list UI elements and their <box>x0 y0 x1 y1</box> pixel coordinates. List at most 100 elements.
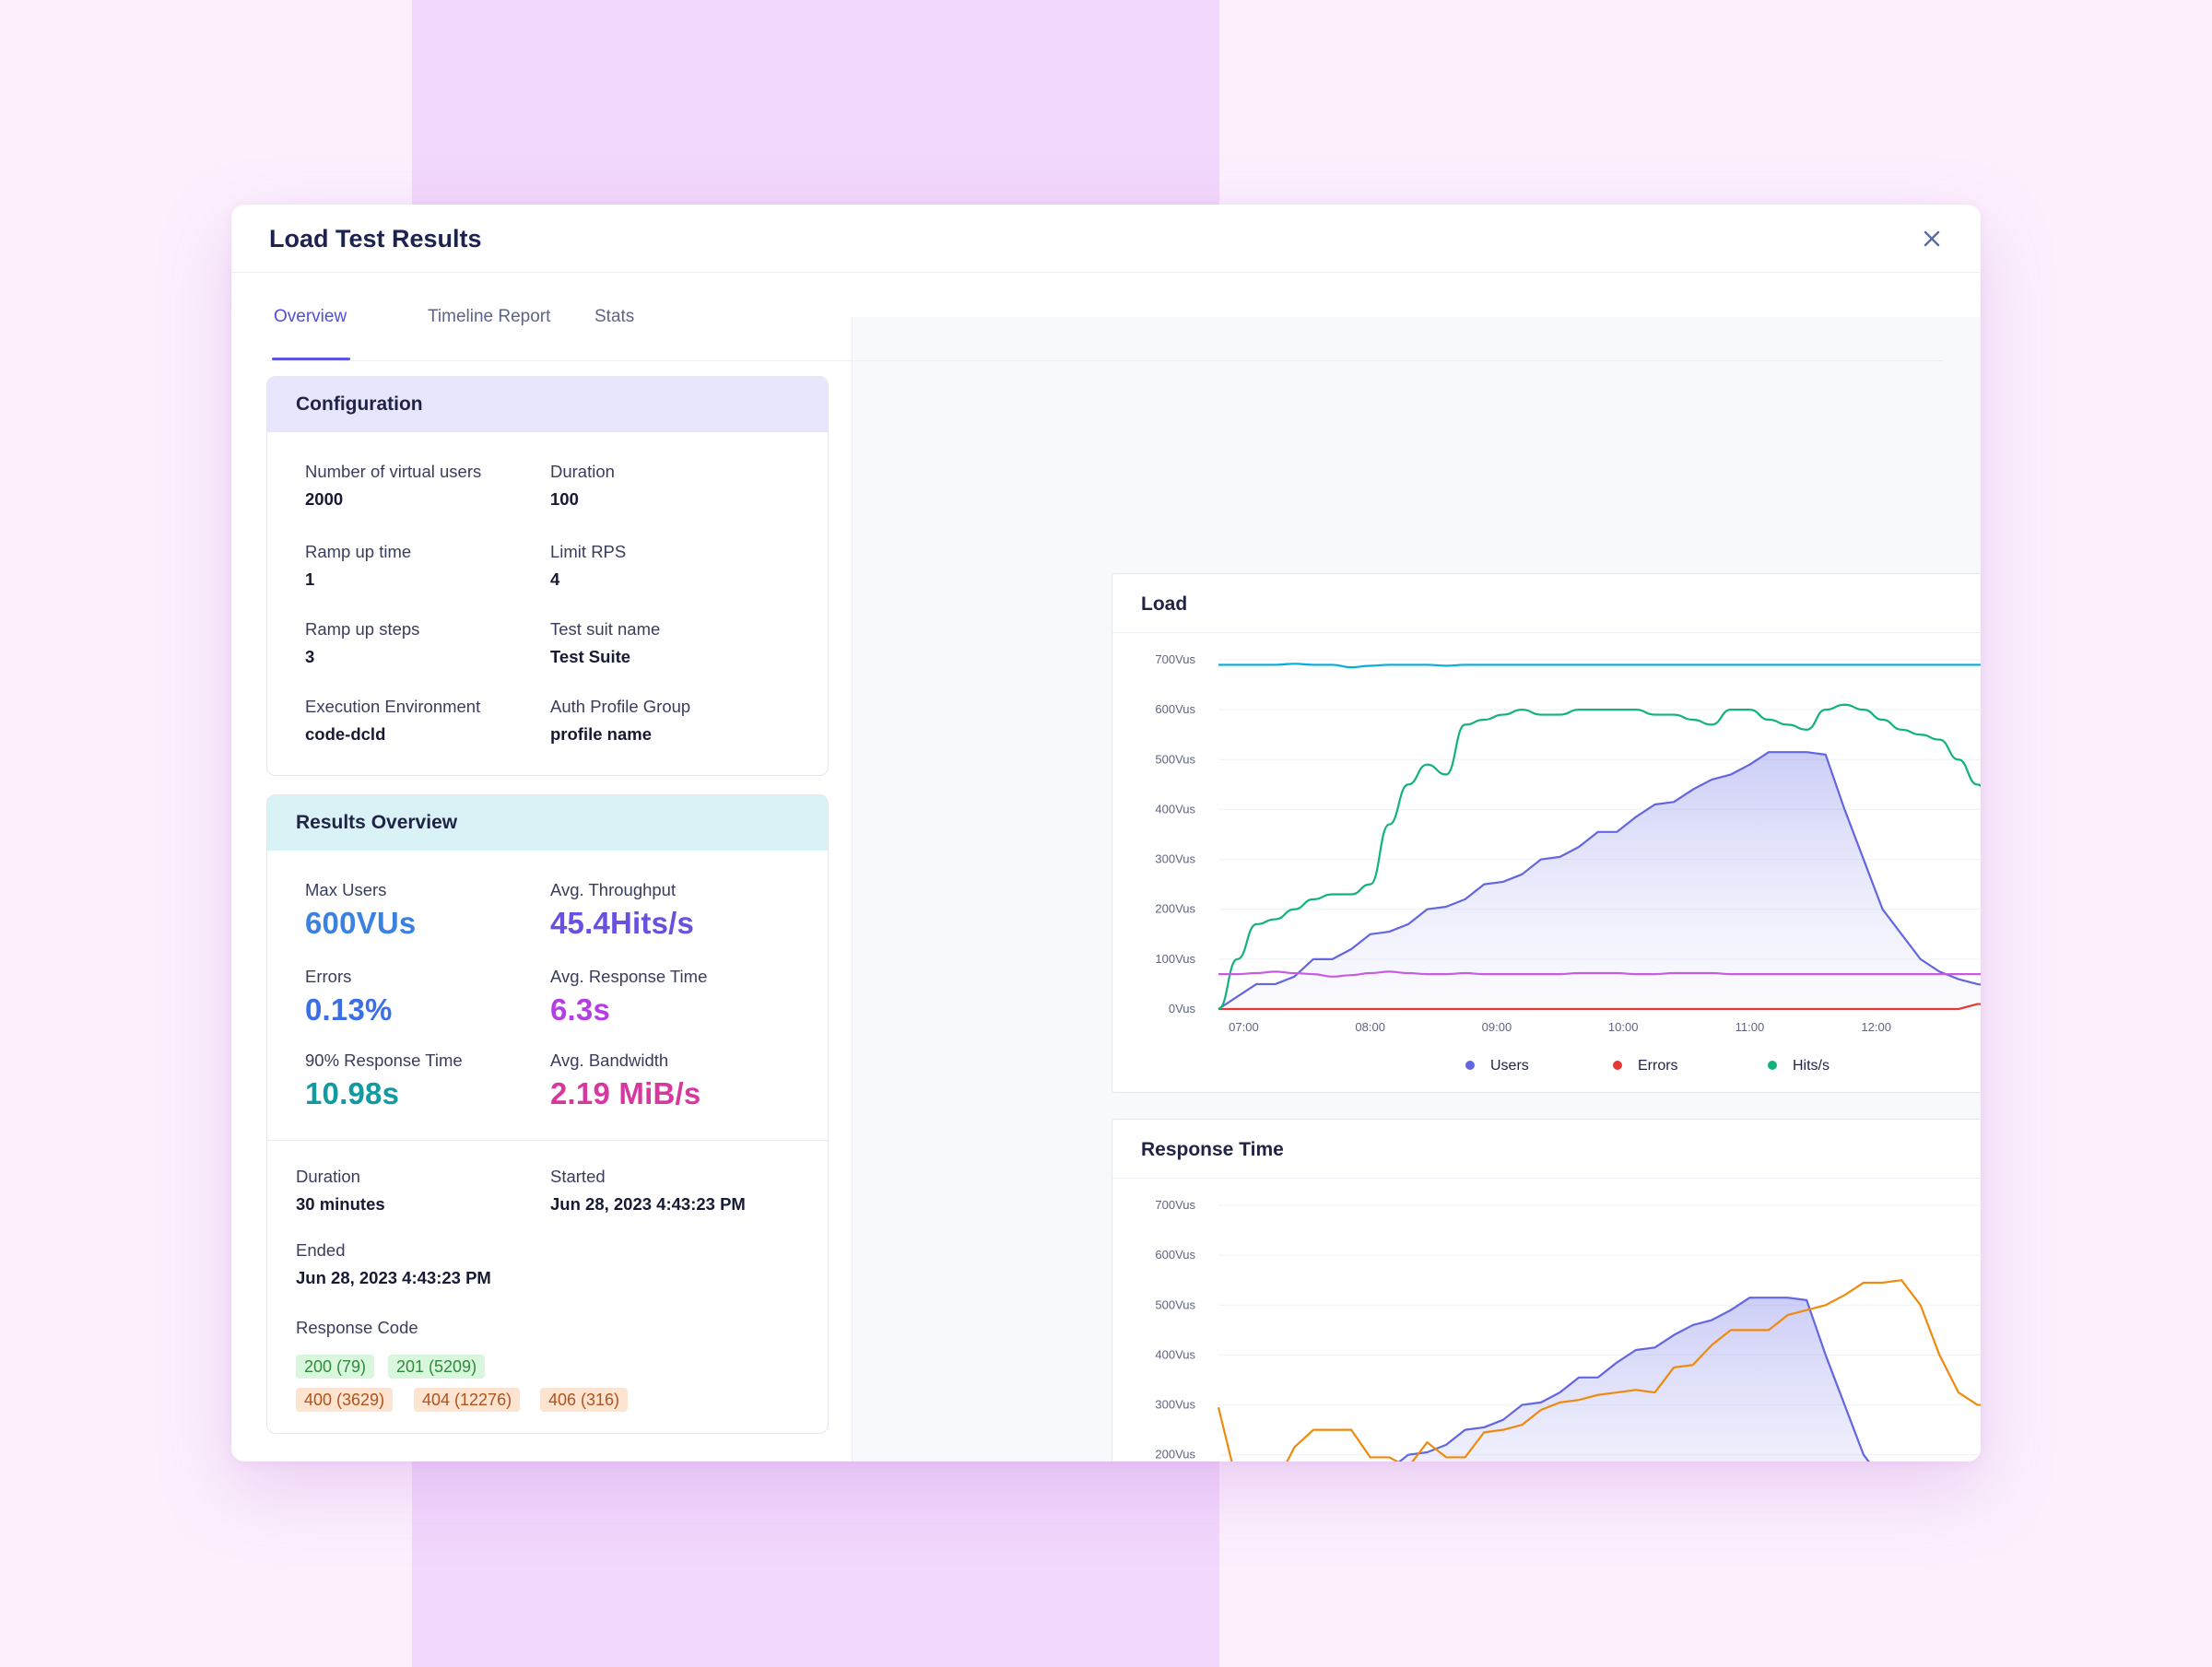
legend-label: Hits/s <box>1793 1058 1830 1074</box>
field-label: Ramp up time <box>305 542 412 561</box>
x-tick-label: 11:00 <box>1735 1020 1765 1034</box>
run-ended: Ended Jun 28, 2023 4:43:23 PM <box>296 1240 491 1288</box>
x-tick-label: 07:00 <box>1229 1020 1259 1034</box>
load-chart-card: Load 0Vus 0 100Vus 10 200Vus 20 300Vus 30 400Vus… <box>1112 573 1981 1093</box>
close-icon <box>1924 230 1940 247</box>
field-label: Duration <box>296 1167 360 1186</box>
field-label: Limit RPS <box>550 542 627 561</box>
config-field-ramp-up-steps: Ramp up steps 3 <box>305 619 419 667</box>
legend-marker <box>1768 1061 1777 1070</box>
x-tick-label: 08:00 <box>1355 1020 1385 1034</box>
x-tick-label: 10:00 <box>1608 1020 1639 1034</box>
load-test-results-dialog: Load Test Results Overview Timeline Repo… <box>231 205 1981 1462</box>
field-label: Started <box>550 1167 606 1186</box>
response-code-badge: 404 (12276) <box>414 1388 521 1412</box>
series-line-users <box>1397 1297 1870 1462</box>
field-label: Number of virtual users <box>305 462 482 481</box>
divider <box>853 360 1943 361</box>
series-line-response-time <box>1217 1279 1981 1462</box>
y-left-tick-label: 300Vus <box>1155 852 1195 866</box>
response-time-chart-title: Response Time <box>1141 1139 1284 1160</box>
field-value: 100 <box>550 489 579 509</box>
metric-label: 90% Response Time <box>305 1051 463 1070</box>
metric-value: 10.98s <box>305 1076 400 1110</box>
field-label: Test suit name <box>550 619 661 639</box>
series-line-series-3 <box>1218 663 1981 669</box>
field-value: 4 <box>550 569 560 589</box>
field-label: Ramp up steps <box>305 619 420 639</box>
metric-max-users: Max Users 600VUs <box>305 880 416 941</box>
field-value: code-dcld <box>305 724 386 744</box>
response-code-badge: 200 (79) <box>296 1355 375 1379</box>
close-button[interactable] <box>1916 223 1947 254</box>
config-field-duration: Duration 100 <box>550 462 615 510</box>
series-line-series-4 <box>1218 970 1981 978</box>
legend-marker <box>1613 1061 1622 1070</box>
response-code-label-wrap: Response Code <box>296 1318 418 1338</box>
y-left-tick-label: 700Vus <box>1155 652 1195 666</box>
divider <box>267 1140 828 1141</box>
metric-value: 600VUs <box>305 906 417 940</box>
response-code-badge: 201 (5209) <box>388 1355 486 1379</box>
x-tick-label: 12:00 <box>1861 1020 1891 1034</box>
field-value: 3 <box>305 647 315 666</box>
y-left-tick-label: 600Vus <box>1155 1248 1195 1262</box>
tab-stats[interactable]: Stats <box>594 307 635 326</box>
config-field-test-suit-name: Test suit name Test Suite <box>550 619 660 667</box>
response-code-label: Response Code <box>296 1318 418 1337</box>
config-field-auth-profile-group: Auth Profile Group profile name <box>550 697 690 745</box>
tab-overview[interactable]: Overview <box>271 301 351 360</box>
series-line-errors <box>1218 1003 1981 1011</box>
y-left-tick-label: 300Vus <box>1155 1398 1195 1412</box>
y-left-tick-label: 700Vus <box>1155 1198 1195 1212</box>
y-left-tick-label: 200Vus <box>1155 1448 1195 1462</box>
x-tick-label: 09:00 <box>1482 1020 1512 1034</box>
y-left-tick-label: 100Vus <box>1155 952 1195 966</box>
y-left-tick-label: 500Vus <box>1155 752 1195 766</box>
dialog-header: Load Test Results <box>231 205 1981 273</box>
configuration-title: Configuration <box>267 377 828 432</box>
response-code-badge: 406 (316) <box>540 1388 629 1412</box>
y-left-tick-label: 500Vus <box>1155 1297 1195 1311</box>
metric-label: Errors <box>305 967 352 986</box>
metric-label: Avg. Bandwidth <box>550 1051 669 1070</box>
field-value: Test Suite <box>550 647 631 666</box>
series-area-users <box>1218 752 1981 1009</box>
results-overview-title: Results Overview <box>267 795 828 851</box>
config-field-virtual-users: Number of virtual users 2000 <box>305 462 481 510</box>
metric-90-response-time: 90% Response Time 10.98s <box>305 1051 463 1111</box>
run-duration: Duration 30 minutes <box>296 1167 385 1215</box>
load-chart-title: Load <box>1141 593 1188 615</box>
metric-avg-bandwidth: Avg. Bandwidth 2.19 MiB/s <box>550 1051 700 1111</box>
series-line-hits-s <box>1218 703 1981 1011</box>
series-area-users <box>1399 1297 1869 1462</box>
divider <box>1112 1178 1981 1179</box>
field-label: Ended <box>296 1240 346 1260</box>
field-value: Jun 28, 2023 4:43:23 PM <box>550 1194 746 1214</box>
divider <box>1112 632 1981 633</box>
config-field-limit-rps: Limit RPS 4 <box>550 542 626 590</box>
metric-value: 45.4Hits/s <box>550 906 695 940</box>
y-left-tick-label: 400Vus <box>1155 1347 1195 1361</box>
metric-value: 2.19 MiB/s <box>550 1076 701 1110</box>
field-value: 1 <box>305 569 315 589</box>
metric-value: 6.3s <box>550 992 611 1027</box>
field-value: Jun 28, 2023 4:43:23 PM <box>296 1268 491 1287</box>
metric-errors: Errors 0.13% <box>305 967 393 1027</box>
legend-label: Errors <box>1638 1058 1678 1074</box>
tab-timeline-report[interactable]: Timeline Report <box>428 307 551 326</box>
field-label: Execution Environment <box>305 697 481 716</box>
metric-label: Avg. Response Time <box>550 967 708 986</box>
field-value: profile name <box>550 724 652 744</box>
metric-label: Max Users <box>305 880 387 899</box>
metric-avg-response-time: Avg. Response Time 6.3s <box>550 967 707 1027</box>
config-field-execution-environment: Execution Environment code-dcld <box>305 697 480 745</box>
response-time-chart-card: Response Time 0Vus0100Vus20ms200Vus40ms3… <box>1112 1119 1981 1462</box>
field-label: Auth Profile Group <box>550 697 691 716</box>
metric-label: Avg. Throughput <box>550 880 677 899</box>
results-overview-card: Results Overview Max Users 600VUs Avg. T… <box>266 794 829 1434</box>
y-left-tick-label: 600Vus <box>1155 702 1195 716</box>
field-value: 30 minutes <box>296 1194 385 1214</box>
field-value: 2000 <box>305 489 344 509</box>
